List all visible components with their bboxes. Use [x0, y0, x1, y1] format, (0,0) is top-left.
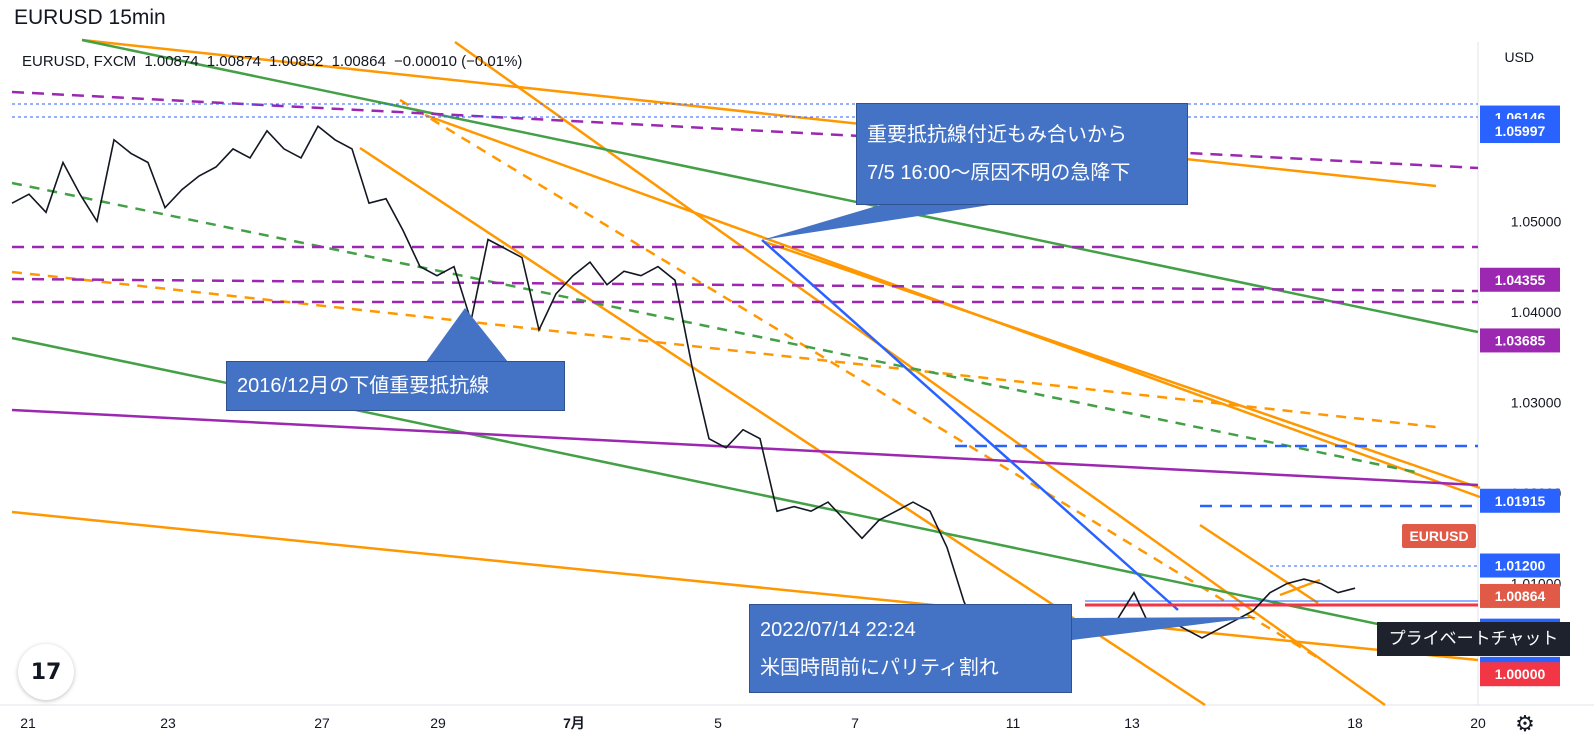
green-trendline: [81, 38, 1479, 334]
price-label-box: [1480, 553, 1560, 578]
bottom-callout-line-2: 米国時間前にパリティ割れ: [760, 657, 999, 679]
price-label: 1.04355: [1495, 272, 1546, 288]
orange-dashed-line: [399, 98, 1326, 664]
top-callout[interactable]: 重要抵抗線付近もみ合いから 7/5 16:00～原因不明の急降下: [856, 103, 1188, 205]
price-label-box: [1480, 583, 1560, 608]
legend-low: 1.00852: [269, 53, 324, 70]
symbol-badge: EURUSD: [1409, 528, 1468, 544]
price-label: 1.01200: [1495, 558, 1546, 574]
chart-title: EURUSD 15min: [14, 6, 166, 29]
legend-high: 1.00874: [206, 53, 261, 70]
purple-dashed-line: [11, 277, 1479, 293]
price-label: 1.05997: [1495, 123, 1546, 139]
time-tick-label: 27: [314, 715, 330, 731]
orange-trendline: [81, 38, 1437, 188]
legend-open: 1.00874: [144, 53, 199, 70]
orange-dashed-line: [11, 270, 1437, 429]
orange-trendline: [1279, 578, 1321, 597]
time-tick-label: 18: [1347, 715, 1363, 731]
price-label: 1.00000: [1495, 666, 1546, 682]
price-label-box: [1480, 119, 1560, 144]
trendlines: [11, 38, 1481, 707]
price-label-box: [1480, 662, 1560, 687]
price-labels: 1.061461.059971.043551.036851.019151.012…: [1480, 105, 1560, 687]
price-tick-label: 1.03000: [1511, 394, 1562, 410]
price-line: [11, 124, 1356, 644]
purple-dashed-line: [11, 90, 1479, 170]
tradingview-logo[interactable]: 17: [18, 644, 74, 700]
private-chat-button[interactable]: プライベートチャット: [1377, 622, 1570, 656]
time-tick-label: 21: [20, 715, 36, 731]
orange-trendline: [1199, 523, 1319, 605]
price-tick-label: 1.05000: [1511, 213, 1562, 229]
purple-trendline: [11, 408, 1479, 487]
orange-trendline: [454, 40, 1386, 707]
price-label-box: [1480, 328, 1560, 353]
bottom-callout-pointer: [1072, 617, 1258, 640]
time-tick-label: 7月: [563, 715, 585, 731]
price-label: 1.03685: [1495, 332, 1546, 348]
top-callout-line-2: 7/5 16:00～原因不明の急降下: [867, 162, 1131, 184]
currency-selector[interactable]: USD: [1504, 49, 1534, 65]
time-tick-label: 13: [1124, 715, 1140, 731]
price-label: 1.00864: [1495, 588, 1546, 604]
gear-icon[interactable]: ⚙: [1515, 711, 1535, 736]
symbol-badge-bg: [1402, 524, 1476, 548]
time-tick-label: 7: [851, 715, 859, 731]
time-axis: 21 23 27 29 7月 5 7 11 13 18 20: [20, 715, 1486, 731]
price-label-box: [1480, 267, 1560, 292]
time-tick-label: 20: [1470, 715, 1486, 731]
price-label-box: [1480, 488, 1560, 513]
time-tick-label: 29: [430, 715, 446, 731]
legend-close: 1.00864: [331, 53, 386, 70]
orange-trendline: [11, 510, 1479, 662]
left-callout[interactable]: 2016/12月の下値重要抵抗線: [226, 361, 565, 411]
bottom-callout[interactable]: 2022/07/14 22:24 米国時間前にパリティ割れ: [749, 604, 1072, 693]
top-callout-pointer: [762, 205, 990, 240]
legend-change: −0.00010 (−0.01%): [393, 53, 523, 70]
time-tick-label: 11: [1006, 715, 1021, 731]
left-callout-text: 2016/12月の下値重要抵抗線: [237, 375, 490, 397]
left-callout-pointer: [426, 308, 508, 362]
legend-symbol: EURUSD, FXCM: [22, 53, 137, 70]
time-tick-label: 23: [160, 715, 176, 731]
time-tick-label: 5: [714, 715, 722, 731]
price-label: 1.01915: [1495, 493, 1546, 509]
blue-trendline: [761, 239, 1179, 611]
top-callout-line-1: 重要抵抗線付近もみ合いから: [867, 124, 1127, 146]
price-series: [11, 124, 1356, 644]
price-tick-label: 1.04000: [1511, 304, 1562, 320]
ohlc-legend: EURUSD, FXCM 1.00874 1.00874 1.00852 1.0…: [22, 53, 526, 70]
green-dashed-line: [11, 181, 1421, 475]
bottom-callout-line-1: 2022/07/14 22:24: [760, 619, 916, 641]
